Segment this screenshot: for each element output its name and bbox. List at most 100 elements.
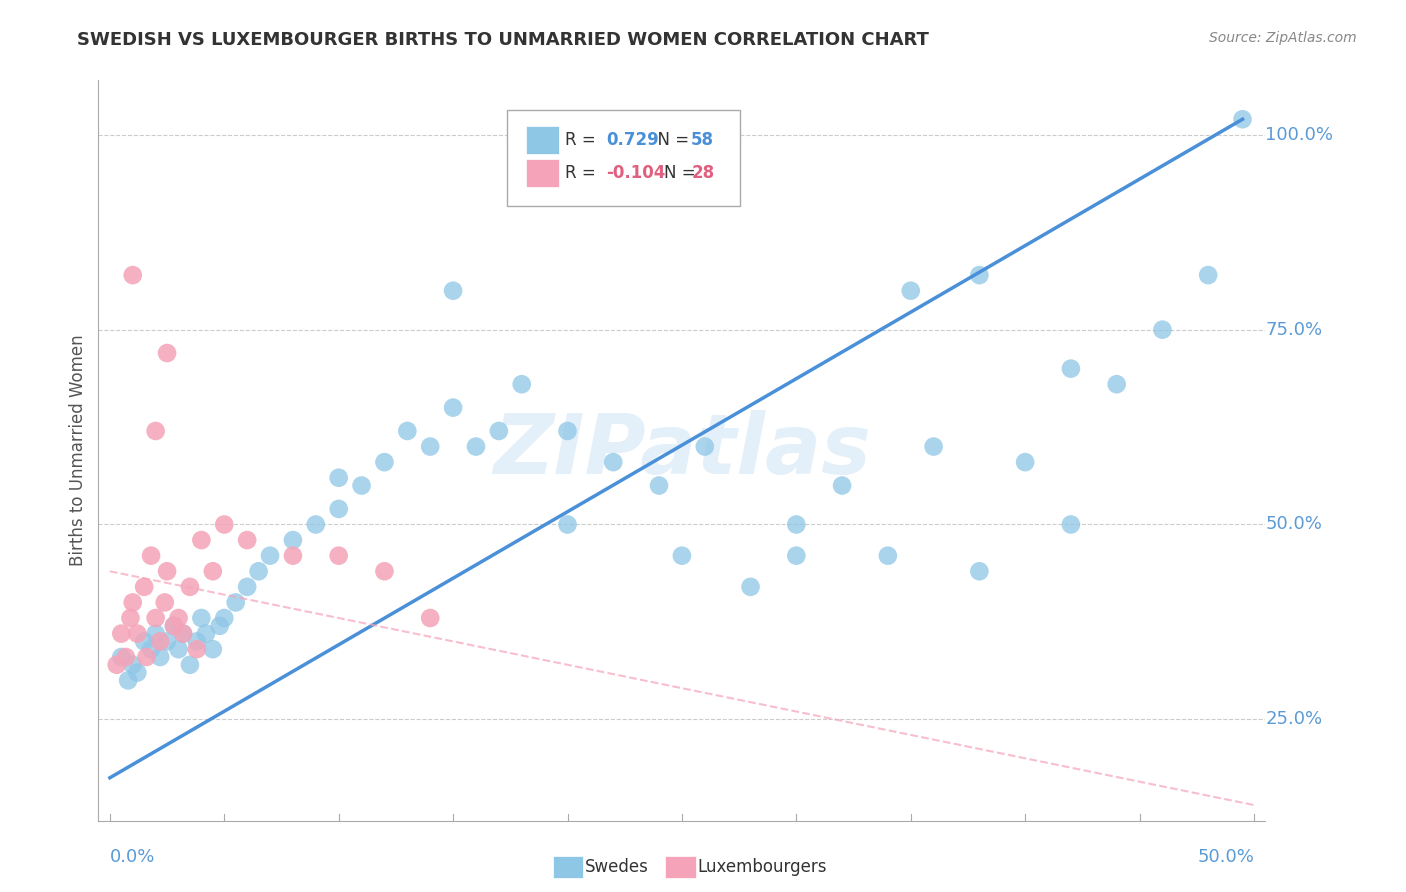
Point <box>153 595 176 609</box>
Point <box>350 478 373 492</box>
Point <box>1060 517 1083 532</box>
Point <box>110 626 132 640</box>
Point <box>139 549 162 563</box>
Point <box>831 478 853 492</box>
Text: N =: N = <box>647 131 695 149</box>
Point <box>201 642 224 657</box>
Point <box>328 549 350 563</box>
Point <box>785 517 807 532</box>
Point <box>922 440 945 454</box>
Point <box>105 657 128 672</box>
Point <box>453 845 475 859</box>
Point <box>441 284 464 298</box>
Point <box>163 619 186 633</box>
Text: R =: R = <box>565 164 602 182</box>
Point <box>1197 268 1219 282</box>
Point <box>156 564 179 578</box>
Point <box>281 549 304 563</box>
FancyBboxPatch shape <box>526 159 560 187</box>
Point <box>1060 361 1083 376</box>
Point <box>419 853 441 867</box>
Text: R =: R = <box>565 131 602 149</box>
Point <box>190 533 212 547</box>
Point <box>281 533 304 547</box>
Point <box>186 642 208 657</box>
Point <box>510 377 533 392</box>
Point <box>149 634 172 648</box>
Point <box>127 665 149 680</box>
Point <box>328 471 350 485</box>
Point <box>121 268 143 282</box>
Point <box>149 650 172 665</box>
Point <box>419 611 441 625</box>
Text: 50.0%: 50.0% <box>1265 516 1322 533</box>
Text: ZIPatlas: ZIPatlas <box>494 410 870 491</box>
Text: 28: 28 <box>692 164 714 182</box>
Point <box>441 401 464 415</box>
Point <box>121 657 143 672</box>
FancyBboxPatch shape <box>508 110 741 206</box>
Point <box>465 440 488 454</box>
Text: 100.0%: 100.0% <box>1265 126 1333 144</box>
Point <box>115 650 138 665</box>
Point <box>167 642 190 657</box>
Text: 0.0%: 0.0% <box>110 848 155 866</box>
Point <box>163 619 186 633</box>
Text: 75.0%: 75.0% <box>1265 320 1323 339</box>
Point <box>969 268 991 282</box>
Point <box>1232 112 1254 127</box>
Point <box>135 650 157 665</box>
Point <box>110 650 132 665</box>
Point <box>121 595 143 609</box>
Point <box>305 517 328 532</box>
Text: 25.0%: 25.0% <box>1265 710 1323 729</box>
Point <box>190 611 212 625</box>
Point <box>179 580 201 594</box>
Point <box>1014 455 1036 469</box>
Y-axis label: Births to Unmarried Women: Births to Unmarried Women <box>69 334 87 566</box>
Text: SWEDISH VS LUXEMBOURGER BIRTHS TO UNMARRIED WOMEN CORRELATION CHART: SWEDISH VS LUXEMBOURGER BIRTHS TO UNMARR… <box>77 31 929 49</box>
Point <box>419 440 441 454</box>
Point <box>900 284 922 298</box>
Point <box>259 549 281 563</box>
Point <box>172 626 194 640</box>
Point <box>156 634 179 648</box>
Text: Source: ZipAtlas.com: Source: ZipAtlas.com <box>1209 31 1357 45</box>
Text: -0.104: -0.104 <box>606 164 665 182</box>
Point <box>145 611 167 625</box>
Text: 0.729: 0.729 <box>606 131 659 149</box>
Point <box>557 424 579 438</box>
Point <box>156 346 179 360</box>
Point <box>969 564 991 578</box>
Point <box>194 626 217 640</box>
Point <box>373 455 395 469</box>
Text: Luxembourgers: Luxembourgers <box>697 858 827 876</box>
Point <box>134 580 156 594</box>
Point <box>671 549 693 563</box>
Point <box>1152 323 1174 337</box>
Point <box>236 533 259 547</box>
Point <box>167 611 190 625</box>
Point <box>648 478 671 492</box>
Point <box>214 611 236 625</box>
Point <box>179 657 201 672</box>
Text: 50.0%: 50.0% <box>1197 848 1254 866</box>
Point <box>117 673 139 688</box>
Point <box>373 564 395 578</box>
Point <box>740 580 762 594</box>
Point <box>557 517 579 532</box>
Point <box>602 455 624 469</box>
Text: N =: N = <box>665 164 702 182</box>
Point <box>396 424 419 438</box>
Point <box>328 502 350 516</box>
Point <box>145 626 167 640</box>
Point <box>785 549 807 563</box>
Text: Swedes: Swedes <box>585 858 648 876</box>
Point <box>134 634 156 648</box>
Point <box>201 564 224 578</box>
Point <box>145 424 167 438</box>
Point <box>172 626 194 640</box>
Point <box>1105 377 1128 392</box>
Point <box>127 626 149 640</box>
Point <box>208 619 231 633</box>
